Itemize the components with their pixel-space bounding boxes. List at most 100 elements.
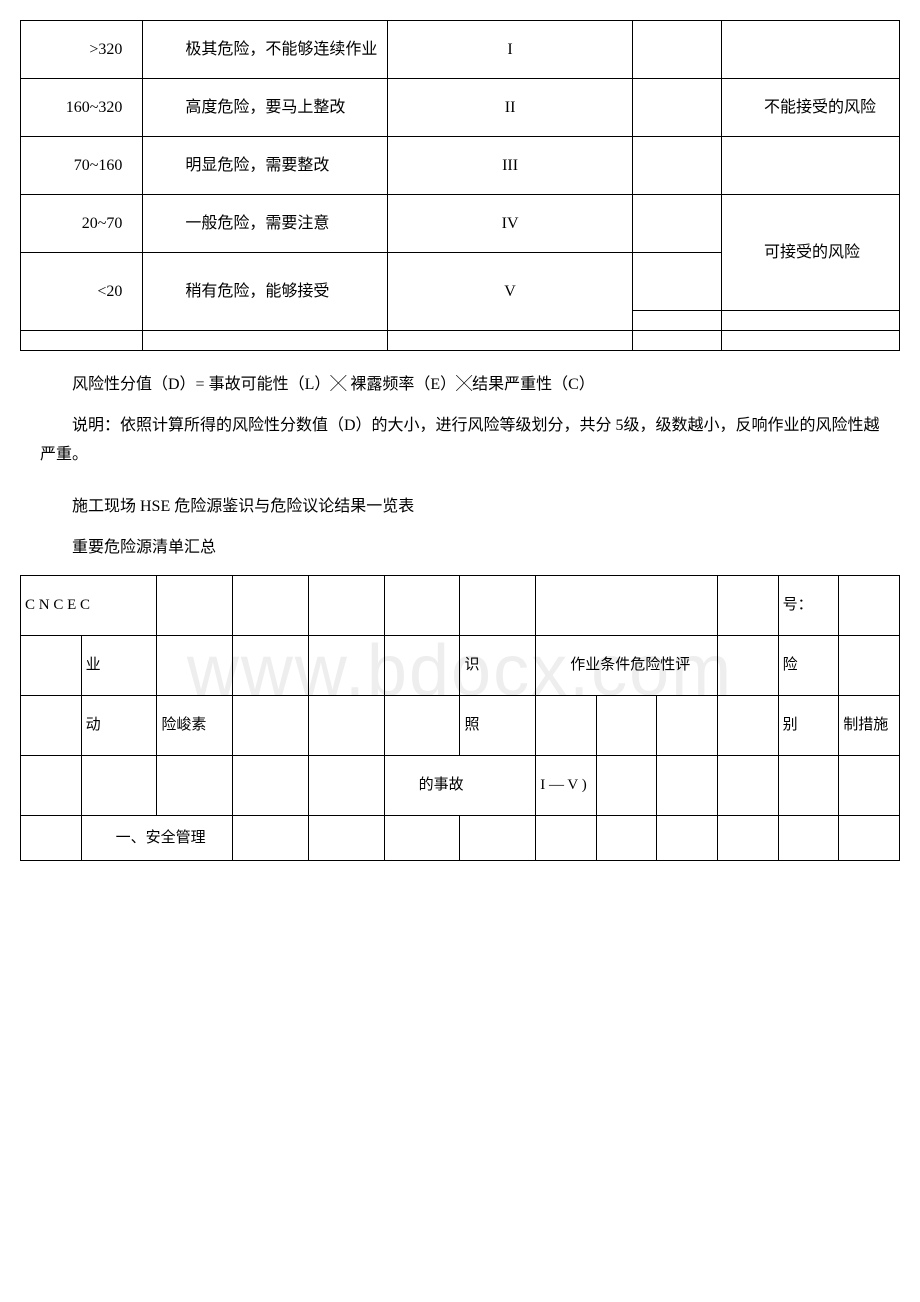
empty-cell [233,755,309,815]
cond-cell: 作业条件危险性评 [536,635,718,695]
risk-level-cell: II [388,79,633,137]
empty-cell [839,575,900,635]
risk-accept-cell [721,21,899,79]
risk-range-cell: 70~160 [21,137,143,195]
risk-desc-cell: 极其危险，不能够连续作业 [143,21,388,79]
empty-cell [632,331,721,351]
empty-cell [233,815,309,860]
table-row: 160~320 高度危险，要马上整改 II 不能接受的风险 [21,79,900,137]
empty-cell [632,79,721,137]
cnec-cell: C N C E C [21,575,157,635]
empty-cell [657,695,718,755]
empty-cell [632,137,721,195]
risk-desc-cell: 高度危险，要马上整改 [143,79,388,137]
empty-cell [657,755,718,815]
empty-cell [81,755,157,815]
empty-cell [143,331,388,351]
empty-cell [21,755,82,815]
empty-cell [721,331,899,351]
empty-cell [536,695,597,755]
empty-cell [718,575,779,635]
heading-1: 施工现场 HSE 危险源鉴识与危险议论结果一览表 [20,493,900,522]
formula-paragraph: 风险性分值（D）= 事故可能性（L）╳ 裸露频率（E）╳结果严重性（C） [20,371,900,400]
accident-cell: 的事故 [384,755,536,815]
empty-cell [308,635,384,695]
empty-cell [536,815,597,860]
empty-cell [839,755,900,815]
table-row: 70~160 明显危险，需要整改 III [21,137,900,195]
dong-cell: 动 [81,695,157,755]
empty-cell [839,815,900,860]
measure-cell: 制措施 [839,695,900,755]
ye-cell: 业 [81,635,157,695]
risk-level-table: >320 极其危险，不能够连续作业 I 160~320 高度危险，要马上整改 I… [20,20,900,351]
hazard-summary-table: C N C E C 号： 业 识 作业条件危险性评 险 动 [20,575,900,861]
table-row: 动 险峻素 照 别 制措施 [21,695,900,755]
empty-cell [718,815,779,860]
risk-level-cell: IV [388,195,633,253]
risk-range-cell: 160~320 [21,79,143,137]
empty-cell [308,575,384,635]
bie-cell: 别 [778,695,839,755]
empty-cell [778,815,839,860]
empty-cell [778,755,839,815]
zhao-cell: 照 [460,695,536,755]
heading-2: 重要危险源清单汇总 [20,534,900,563]
risk-accept-cell [721,137,899,195]
empty-cell [536,575,718,635]
empty-cell [384,695,460,755]
risk-level-cell: I [388,21,633,79]
empty-cell [718,695,779,755]
note-paragraph: 说明：依照计算所得的风险性分数值（D）的大小，进行风险等级划分，共分 5级，级数… [20,412,900,470]
empty-cell [308,695,384,755]
empty-cell [308,755,384,815]
empty-cell [718,755,779,815]
empty-cell [596,695,657,755]
empty-cell [384,635,460,695]
empty-cell [21,635,82,695]
empty-cell [388,331,633,351]
risk-range-cell: >320 [21,21,143,79]
empty-cell [157,635,233,695]
empty-cell [657,815,718,860]
table-row: 的事故 I — V ) [21,755,900,815]
empty-cell [632,21,721,79]
risk-range-cell: 20~70 [21,195,143,253]
empty-cell [157,755,233,815]
page-content: >320 极其危险，不能够连续作业 I 160~320 高度危险，要马上整改 I… [20,20,900,861]
empty-cell [233,575,309,635]
no-label-cell: 号： [778,575,839,635]
empty-cell [308,815,384,860]
risk-range-cell: <20 [21,253,143,331]
iv-cell: I — V ) [536,755,597,815]
empty-cell [596,815,657,860]
xian-cell: 险 [778,635,839,695]
empty-cell [632,253,721,311]
risk-accept-cell: 可接受的风险 [721,195,899,311]
table-row [21,331,900,351]
empty-cell [839,635,900,695]
factor-cell: 险峻素 [157,695,233,755]
empty-cell [384,815,460,860]
table-row: C N C E C 号： [21,575,900,635]
table-row: 一、安全管理 [21,815,900,860]
risk-level-cell: V [388,253,633,331]
risk-desc-cell: 稍有危险，能够接受 [143,253,388,331]
empty-cell [718,635,779,695]
empty-cell [460,815,536,860]
empty-cell [721,311,899,331]
shi-cell: 识 [460,635,536,695]
table-row: 20~70 一般危险，需要注意 IV 可接受的风险 [21,195,900,253]
empty-cell [632,311,721,331]
table-row: 业 识 作业条件危险性评 险 [21,635,900,695]
empty-cell [157,575,233,635]
empty-cell [596,755,657,815]
table-row: >320 极其危险，不能够连续作业 I [21,21,900,79]
empty-cell [233,695,309,755]
risk-accept-cell: 不能接受的风险 [721,79,899,137]
risk-desc-cell: 明显危险，需要整改 [143,137,388,195]
section-cell: 一、安全管理 [81,815,233,860]
empty-cell [632,195,721,253]
risk-desc-cell: 一般危险，需要注意 [143,195,388,253]
risk-level-cell: III [388,137,633,195]
